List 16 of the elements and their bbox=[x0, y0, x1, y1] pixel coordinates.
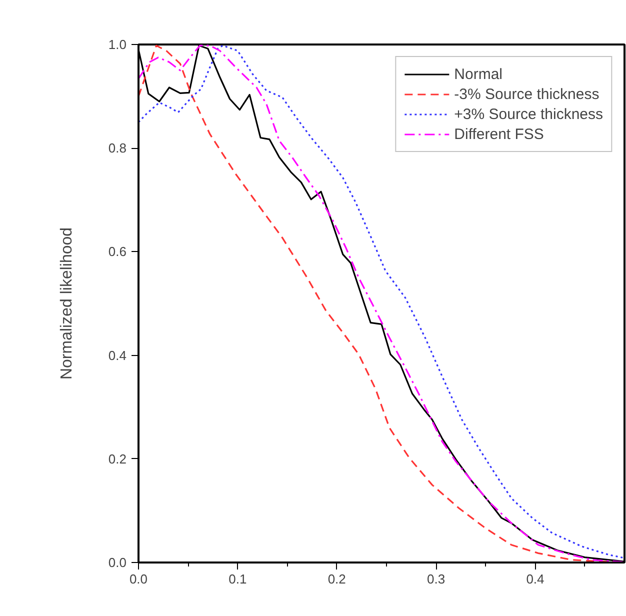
y-tick-label: 0.6 bbox=[108, 244, 127, 260]
y-tick-label: 0.4 bbox=[108, 348, 127, 363]
x-tick-label: 0.4 bbox=[526, 572, 544, 586]
legend-label: +3% Source thickness bbox=[454, 105, 603, 123]
y-axis-title: Normalized likelihood bbox=[58, 227, 76, 380]
y-tick-label: 1.0 bbox=[108, 37, 127, 52]
x-tick-label: 0.0 bbox=[129, 572, 148, 586]
x-tick-label: 0.1 bbox=[228, 572, 247, 586]
x-tick-label: 0.3 bbox=[427, 572, 446, 586]
y-tick-label: 0.8 bbox=[108, 140, 127, 156]
x-tick-label: 0.2 bbox=[328, 572, 346, 586]
y-tick-label: 0.2 bbox=[108, 451, 127, 466]
legend-label: -3% Source thickness bbox=[454, 85, 600, 103]
legend-label: Different FSS bbox=[454, 125, 544, 143]
legend-label: Normal bbox=[454, 65, 503, 83]
y-tick-label: 0.0 bbox=[108, 555, 127, 570]
